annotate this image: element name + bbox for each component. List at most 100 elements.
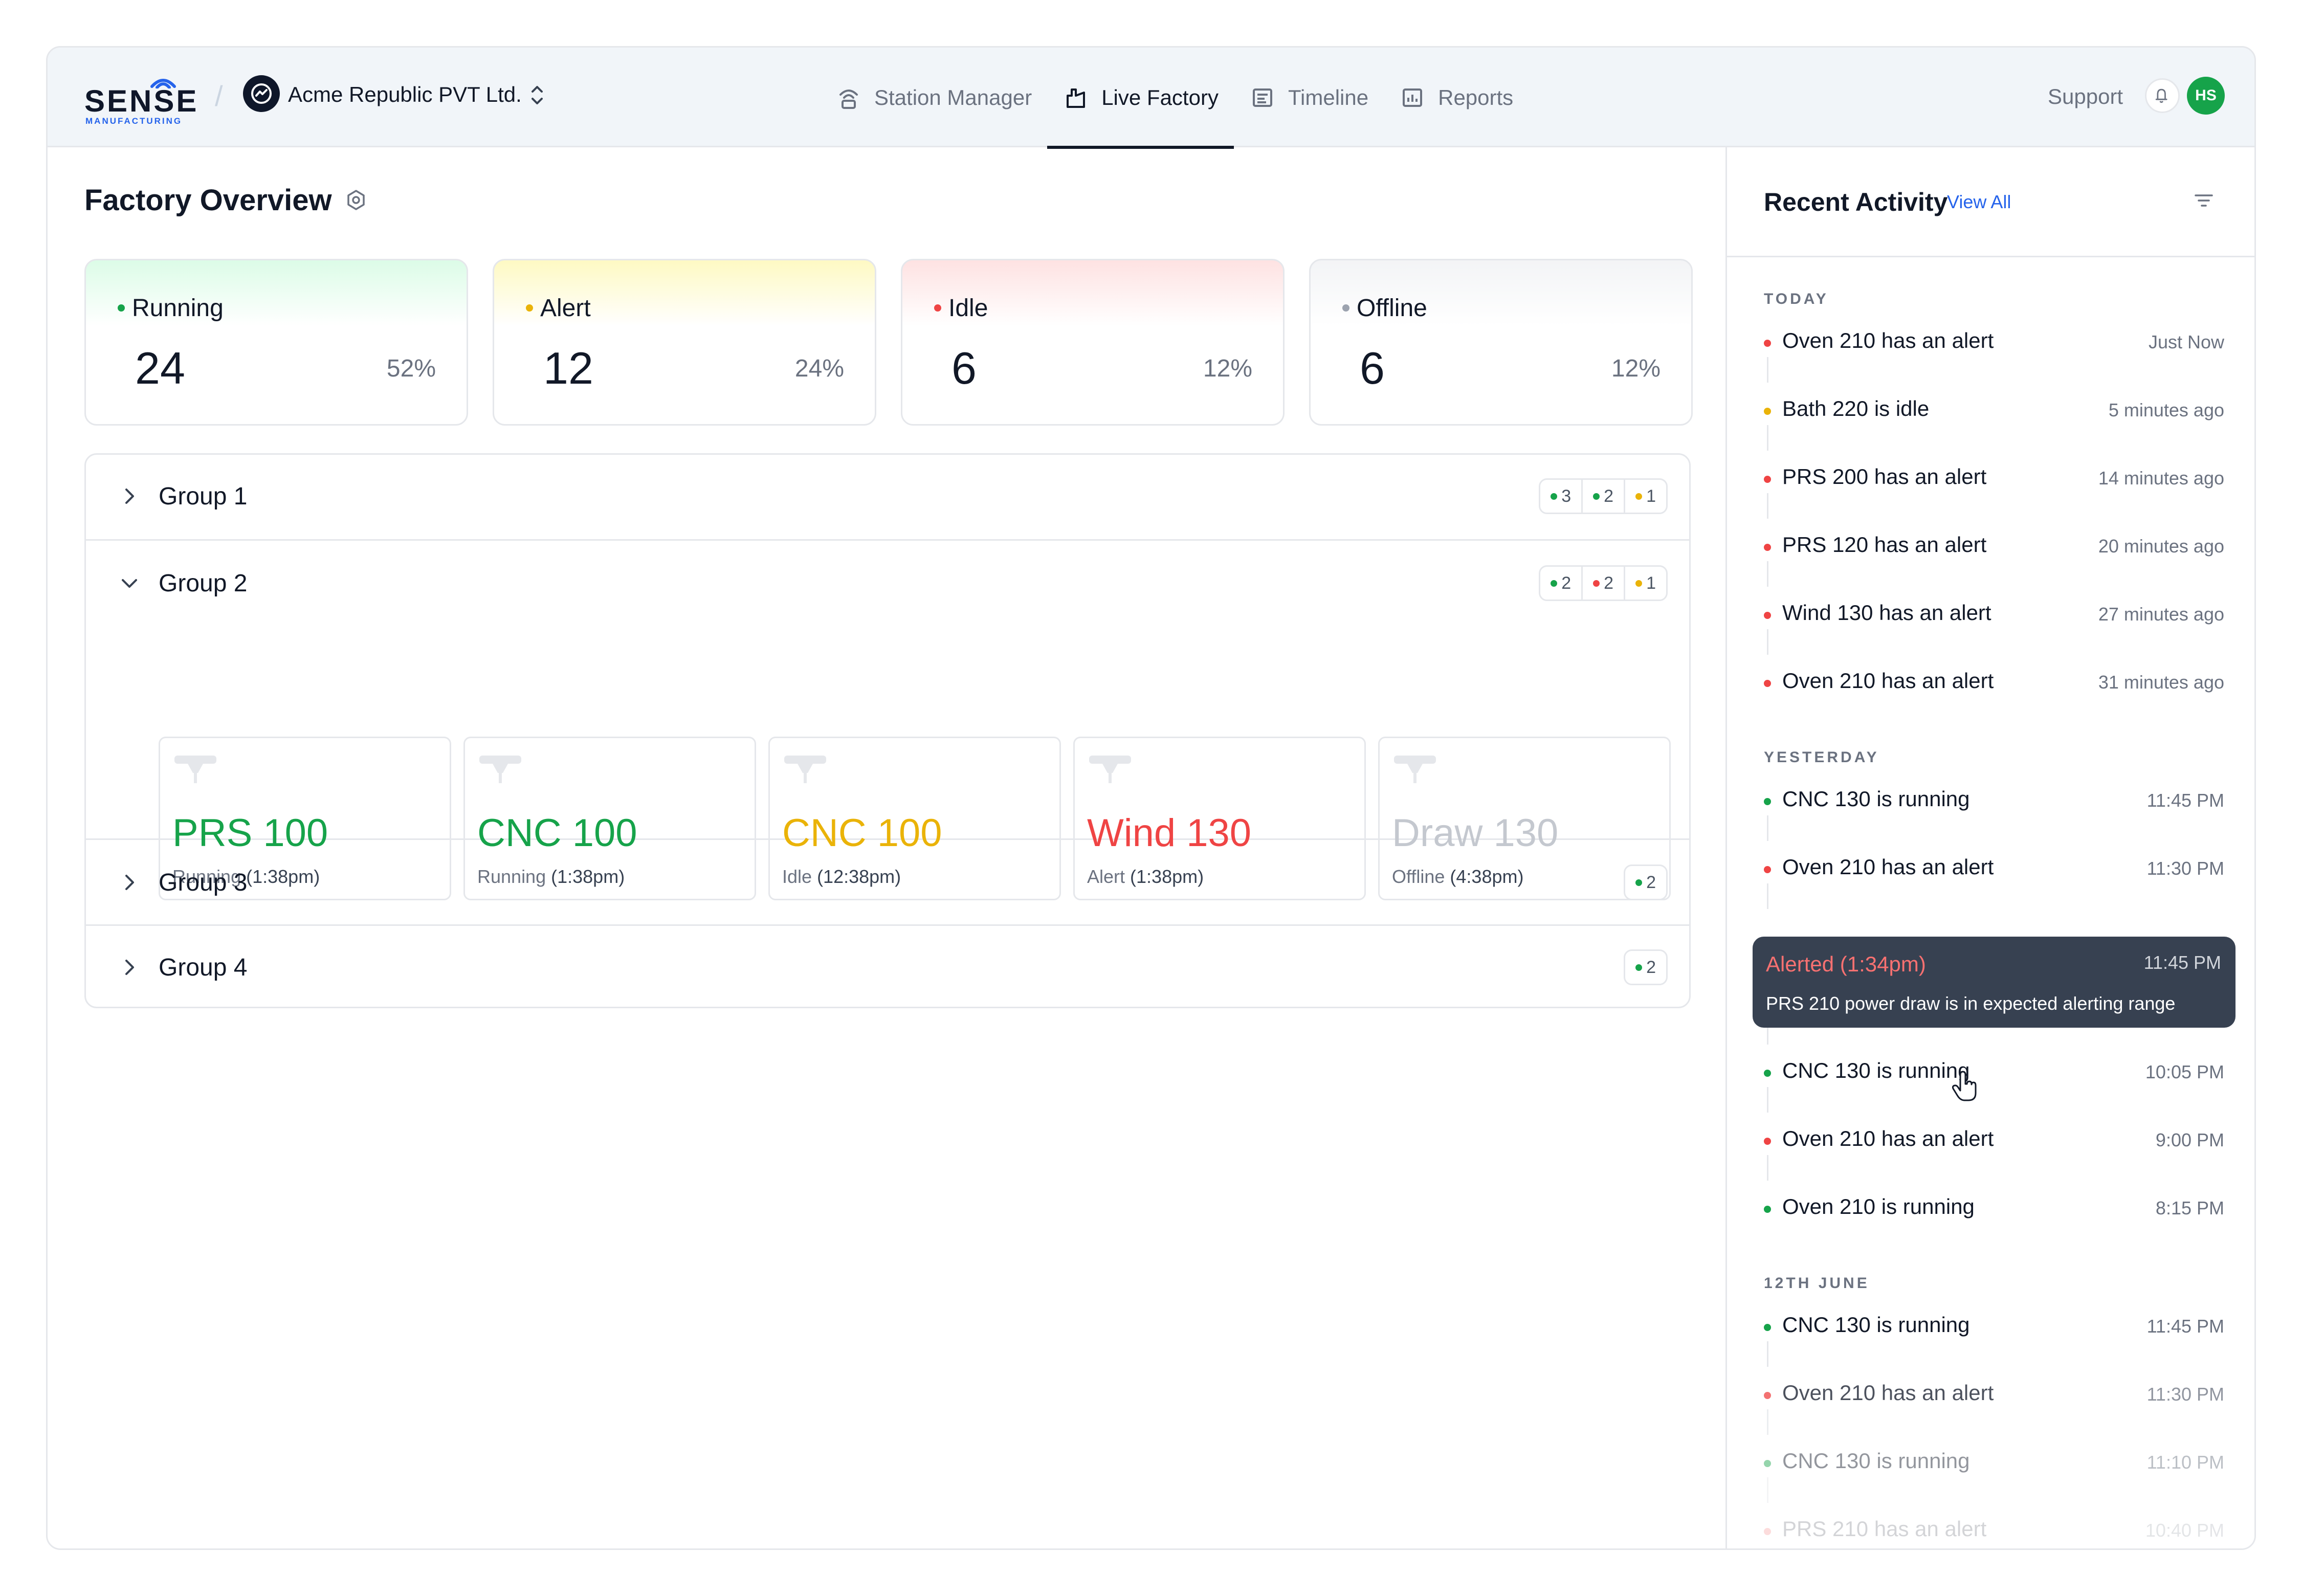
breadcrumb-separator: / (215, 80, 223, 112)
activity-item[interactable]: Oven 210 has an alert 11:30 PM (1764, 852, 2224, 909)
group-row-3[interactable]: Group 3 2 (86, 840, 1689, 926)
stat-label: Offline (1357, 295, 1427, 322)
activity-text[interactable]: CNC 130 is running (1782, 1058, 1970, 1082)
tab-reports[interactable]: Reports (1384, 48, 1529, 147)
status-dot (1764, 1460, 1771, 1467)
activity-text[interactable]: CNC 130 is running (1782, 787, 1970, 811)
tab-station-manager[interactable]: Station Manager (820, 48, 1047, 147)
activity-time: 11:45 PM (2146, 790, 2224, 811)
stat-percent: 12% (1203, 355, 1252, 382)
activity-text[interactable]: Oven 210 has an alert (1782, 669, 1994, 693)
group-row-4[interactable]: Group 4 2 (86, 926, 1689, 1007)
status-dot (1764, 1392, 1771, 1399)
activity-text[interactable]: Bath 220 is idle (1782, 396, 1930, 420)
activity-item[interactable]: Oven 210 has an alert 9:00 PM (1764, 1123, 2224, 1181)
page-title: Factory Overview (84, 184, 332, 217)
timeline-connector (1767, 1477, 1768, 1503)
tab-timeline[interactable]: Timeline (1234, 48, 1384, 147)
recent-activity-panel: Recent Activity View All TODAY Oven 210 h… (1725, 147, 2254, 1548)
status-dot (526, 304, 533, 312)
chevron-up-down-icon[interactable] (528, 82, 546, 108)
tab-label: Live Factory (1101, 85, 1219, 109)
activity-item[interactable]: Wind 130 has an alert 27 minutes ago (1764, 597, 2224, 655)
organization-switcher[interactable]: Acme Republic PVT Ltd. (288, 82, 522, 106)
activity-item[interactable]: Oven 210 has an alert 31 minutes ago (1764, 666, 2224, 706)
stat-label: Alert (540, 295, 591, 322)
machine-status: Running (1:38pm) (172, 866, 320, 887)
activity-section-header: 12TH JUNE (1764, 1275, 1870, 1292)
chevron-right-icon[interactable] (118, 484, 141, 508)
status-dot (1764, 612, 1771, 619)
activity-item[interactable]: Oven 210 is running 8:15 PM (1764, 1191, 2224, 1232)
brand-logo[interactable]: SENSE MANUFACTURING (84, 70, 202, 126)
timeline-connector (1767, 1341, 1768, 1367)
timeline-connector (1767, 1087, 1768, 1113)
group-status-badges: 2 (1624, 864, 1668, 900)
machine-card[interactable]: PRS 100 Running (1:38pm) (159, 737, 451, 900)
chevron-right-icon[interactable] (118, 871, 141, 894)
divider (1727, 256, 2254, 257)
group-row-1[interactable]: Group 1 3 2 1 (86, 455, 1689, 541)
machine-name: Wind 130 (1087, 811, 1252, 855)
activity-item[interactable]: CNC 130 is running 11:45 PM (1764, 784, 2224, 841)
activity-item[interactable]: Bath 220 is idle 5 minutes ago (1764, 393, 2224, 451)
activity-item[interactable]: Oven 210 has an alert Just Now (1764, 325, 2224, 383)
stat-card-idle[interactable]: Idle 6 12% (901, 259, 1285, 426)
stat-card-alert[interactable]: Alert 12 24% (493, 259, 876, 426)
settings-hex-icon[interactable] (344, 188, 368, 212)
activity-text[interactable]: Oven 210 is running (1782, 1194, 1975, 1218)
support-link[interactable]: Support (2048, 84, 2123, 108)
machine-card[interactable]: Draw 130 Offline (4:38pm) (1378, 737, 1671, 900)
notifications-button[interactable] (2145, 78, 2180, 113)
activity-text[interactable]: Oven 210 has an alert (1782, 328, 1994, 352)
stat-card-offline[interactable]: Offline 6 12% (1309, 259, 1693, 426)
status-dot (1764, 680, 1771, 687)
activity-text[interactable]: CNC 130 is running (1782, 1449, 1970, 1473)
stat-value: 24 (135, 343, 185, 393)
brand-subtitle: MANUFACTURING (85, 116, 183, 126)
tooltip-body: PRS 210 power draw is in expected alerti… (1766, 993, 2176, 1014)
user-avatar[interactable]: HS (2187, 77, 2225, 115)
station-icon (839, 89, 858, 109)
status-dot (1635, 964, 1643, 971)
activity-item[interactable]: CNC 130 is running 11:45 PM (1764, 1310, 2224, 1367)
timeline-connector (1767, 1155, 1768, 1181)
chevron-down-icon[interactable] (118, 571, 141, 595)
activity-item[interactable]: CNC 130 is running 10:05 PM (1764, 1055, 2224, 1113)
activity-text[interactable]: CNC 130 is running (1782, 1313, 1970, 1337)
view-all-link[interactable]: View All (1947, 191, 2011, 212)
badge-count: 2 (1646, 872, 1656, 892)
status-dot (1764, 866, 1771, 873)
activity-time: 11:45 PM (2146, 1316, 2224, 1337)
stat-card-running[interactable]: Running 24 52% (84, 259, 468, 426)
machine-card[interactable]: CNC 100 Idle (12:38pm) (768, 737, 1061, 900)
tab-live-factory[interactable]: Live Factory (1047, 48, 1234, 149)
activity-item[interactable]: Oven 210 has an alert 11:30 PM (1764, 1378, 2224, 1435)
activity-item[interactable]: PRS 120 has an alert 20 minutes ago (1764, 529, 2224, 587)
activity-text[interactable]: Oven 210 has an alert (1782, 855, 1994, 879)
status-count-badge: 1 (1624, 480, 1666, 513)
activity-item[interactable]: PRS 200 has an alert 14 minutes ago (1764, 461, 2224, 519)
filter-icon[interactable] (2192, 188, 2216, 213)
status-count-badge: 2 (1625, 951, 1666, 984)
activity-time: 31 minutes ago (2098, 672, 2224, 693)
activity-item[interactable]: PRS 210 has an alert 10:40 PM (1764, 1514, 2224, 1548)
activity-time: 14 minutes ago (2098, 468, 2224, 489)
machine-card[interactable]: CNC 100 Running (1:38pm) (463, 737, 756, 900)
group-row-2[interactable]: Group 2 2 2 1 PRS 100 Running (1:38pm) CNC… (86, 541, 1689, 900)
activity-text[interactable]: Oven 210 has an alert (1782, 1381, 1994, 1405)
group-name: Group 3 (159, 869, 248, 896)
stat-value: 12 (543, 343, 593, 393)
chevron-right-icon[interactable] (118, 956, 141, 979)
machine-status: Idle (12:38pm) (782, 866, 901, 887)
activity-text[interactable]: PRS 120 has an alert (1782, 533, 1987, 557)
stat-percent: 24% (794, 355, 844, 382)
machine-card[interactable]: Wind 130 Alert (1:38pm) (1073, 737, 1366, 900)
activity-time: 11:10 PM (2146, 1452, 2224, 1473)
activity-text[interactable]: Oven 210 has an alert (1782, 1126, 1994, 1150)
activity-text[interactable]: PRS 200 has an alert (1782, 464, 1987, 489)
activity-text[interactable]: PRS 210 has an alert (1782, 1517, 1987, 1541)
activity-section-header: YESTERDAY (1764, 749, 1879, 766)
activity-text[interactable]: Wind 130 has an alert (1782, 601, 1991, 625)
activity-item[interactable]: CNC 130 is running 11:10 PM (1764, 1446, 2224, 1503)
